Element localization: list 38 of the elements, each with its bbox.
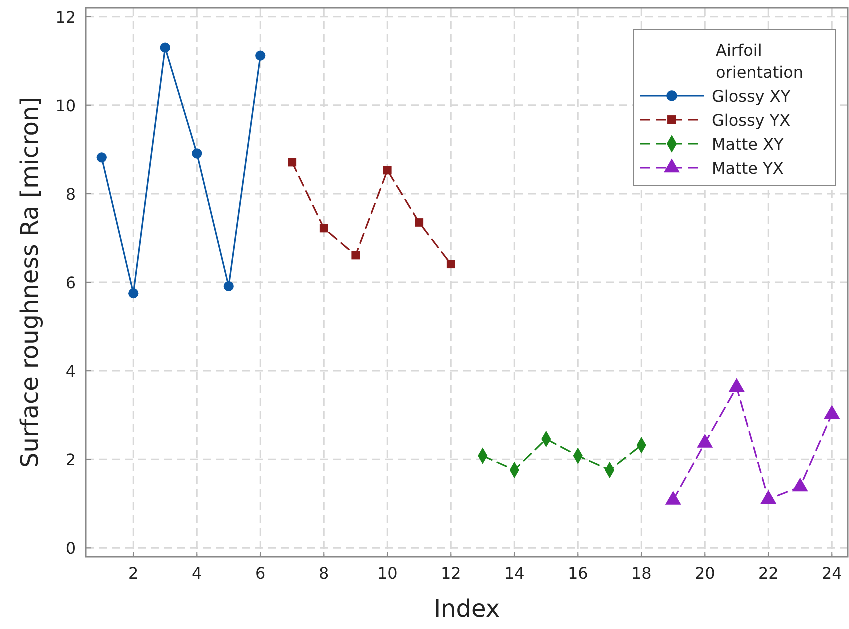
point [352, 251, 360, 260]
point [96, 152, 107, 163]
x-tick-label: 16 [568, 564, 588, 583]
x-tick-label: 22 [758, 564, 779, 583]
y-tick-label: 10 [56, 96, 76, 116]
point [256, 50, 266, 61]
x-tick-label: 4 [192, 564, 202, 583]
point [415, 218, 424, 227]
point [192, 148, 202, 159]
x-tick-label: 14 [504, 564, 525, 583]
x-tick-label: 6 [256, 564, 266, 583]
y-tick-label: 4 [66, 362, 76, 382]
y-tick-label: 8 [66, 184, 76, 204]
x-tick-label: 8 [319, 564, 330, 583]
x-tick-label: 10 [377, 564, 398, 583]
point [288, 158, 297, 167]
legend-label: Matte YX [712, 159, 784, 178]
legend-label: Glossy XY [712, 87, 791, 106]
y-tick-label: 6 [66, 274, 76, 292]
point [383, 166, 392, 175]
x-tick-label: 2 [128, 564, 139, 583]
point [446, 260, 456, 269]
y-tick-label: 2 [66, 450, 76, 470]
x-tick-label: 20 [694, 564, 716, 583]
point [224, 281, 234, 292]
legend-label: Glossy YX [712, 111, 791, 130]
legend-title: Airfoil orientation [716, 41, 804, 82]
x-tick-label: 18 [631, 564, 652, 583]
point [320, 224, 328, 233]
point [160, 42, 170, 53]
x-axis-title: Index [434, 595, 500, 623]
x-tick-label: 12 [440, 564, 462, 583]
point [128, 288, 139, 299]
y-tick-label: 0 [66, 539, 76, 558]
y-tick-label: 12 [56, 8, 76, 27]
y-axis-title: Surface roughness Ra [micron] [16, 96, 44, 468]
legend-label: Matte XY [712, 135, 784, 154]
x-tick-label: 24 [822, 564, 842, 583]
